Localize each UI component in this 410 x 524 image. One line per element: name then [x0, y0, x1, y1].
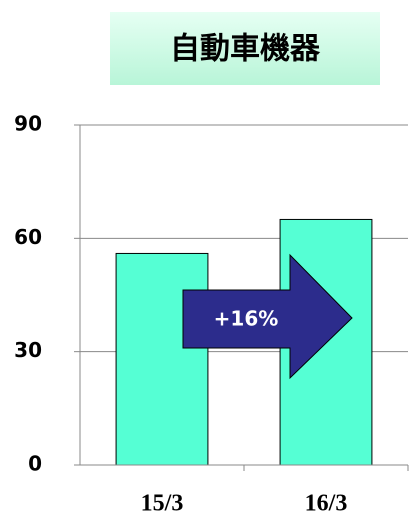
title-box [110, 12, 380, 85]
y-tick-label: 60 [14, 225, 42, 249]
annotation: +16% [214, 307, 279, 331]
arrow [182, 253, 353, 380]
bar [115, 252, 209, 466]
y-tick-label: 0 [28, 452, 42, 476]
chart-title: 自動車機器 [170, 32, 321, 67]
y-tick-label: 30 [14, 338, 42, 362]
x-tick-label: 15/3 [141, 491, 184, 517]
x-tick-label: 16/3 [305, 491, 348, 517]
y-tick-label: 90 [14, 112, 42, 136]
